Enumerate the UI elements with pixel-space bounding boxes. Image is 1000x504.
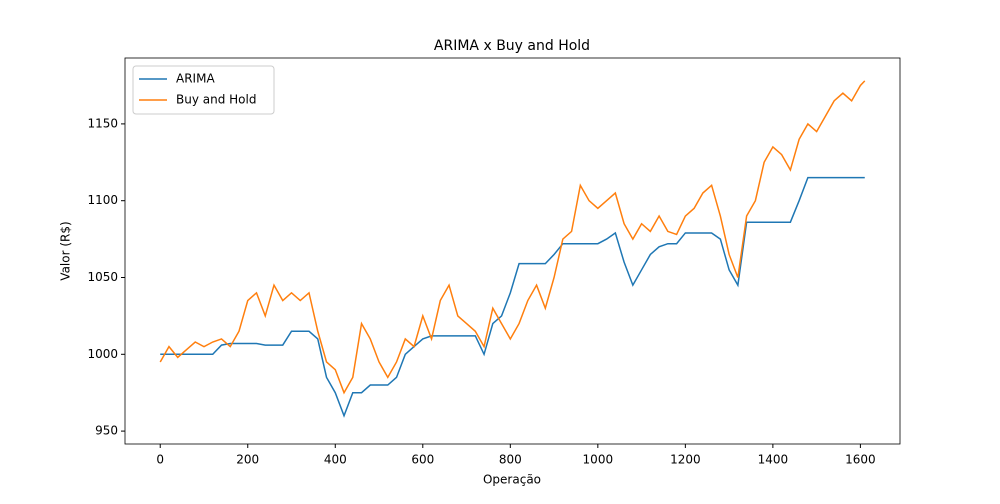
x-tick-label: 0 — [156, 453, 164, 467]
plot-frame — [124, 57, 901, 445]
legend-box — [132, 65, 275, 115]
chart-title: ARIMA x Buy and Hold — [434, 38, 590, 54]
y-tick-label: 1150 — [87, 116, 118, 130]
y-axis-label: Valor (R$) — [59, 221, 73, 280]
x-tick-label: 1400 — [758, 453, 789, 467]
x-axis-label: Operação — [483, 473, 541, 487]
y-tick-label: 1050 — [87, 270, 118, 284]
legend-label: ARIMA — [176, 72, 215, 86]
x-tick-label: 200 — [236, 453, 259, 467]
x-tick-label: 1000 — [583, 453, 614, 467]
line — [159, 80, 866, 395]
x-tick-label: 800 — [499, 453, 522, 467]
legend-label: Buy and Hold — [176, 93, 256, 107]
x-tick-label: 400 — [324, 453, 347, 467]
x-tick-label: 600 — [411, 453, 434, 467]
y-tick-label: 950 — [95, 424, 118, 438]
y-tick-label: 1000 — [87, 347, 118, 361]
line — [160, 176, 865, 418]
x-tick-label: 1200 — [670, 453, 701, 467]
y-tick-label: 1100 — [87, 193, 118, 207]
x-tick-label: 1600 — [845, 453, 876, 467]
